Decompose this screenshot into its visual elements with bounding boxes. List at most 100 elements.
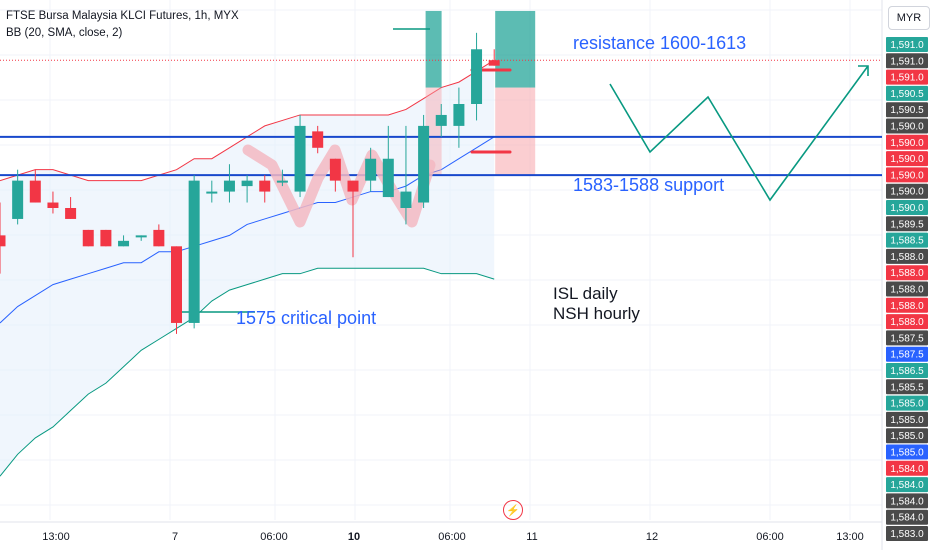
price-label: 1,590.5 (890, 89, 924, 100)
price-label: 1,590.0 (890, 122, 924, 133)
price-label-box (886, 151, 928, 167)
price-label: 1,590.0 (890, 203, 924, 214)
price-label: 1,588.5 (890, 236, 924, 247)
price-label-box (886, 281, 928, 297)
price-label: 1,585.5 (890, 382, 924, 393)
candle-body (259, 180, 271, 192)
candle-body (65, 208, 77, 219)
projection-arrowhead (858, 65, 869, 76)
price-label: 1,584.0 (890, 496, 924, 507)
candle-body (188, 180, 200, 323)
price-label-box (886, 363, 928, 378)
price-label: 1,590.0 (890, 138, 924, 149)
price-label: 1,591.0 (890, 73, 924, 84)
price-label: 1,590.0 (890, 187, 924, 198)
candle-body (435, 114, 447, 126)
long-position-stop (495, 87, 536, 176)
price-label-box (886, 526, 928, 541)
price-label: 1,585.0 (890, 448, 924, 459)
time-label: 10 (348, 531, 360, 543)
price-label-box (886, 216, 928, 232)
price-label-box (886, 134, 928, 150)
price-label-box (886, 183, 928, 199)
candle-body (153, 229, 165, 247)
price-label-box (886, 248, 928, 264)
price-label-box (886, 346, 928, 362)
price-label: 1,583.0 (890, 529, 924, 540)
candle-body (400, 191, 412, 208)
candle-body (29, 180, 41, 203)
price-label: 1,591.0 (890, 40, 924, 51)
candle-body (0, 235, 6, 247)
candle-body (206, 191, 218, 194)
price-label-box (886, 167, 928, 183)
price-label: 1,587.5 (890, 333, 924, 344)
price-label-box (886, 460, 928, 476)
indicator-legend[interactable]: BB (20, SMA, close, 2) (6, 27, 123, 39)
candle-body (312, 131, 324, 148)
candle-body (171, 246, 182, 323)
price-label-box (886, 69, 928, 85)
price-label: 1,588.0 (890, 317, 924, 328)
annotation-note-line1: ISL daily (553, 284, 618, 303)
candle-body (100, 229, 112, 247)
lightning-icon[interactable]: ⚡ (503, 500, 523, 520)
price-label-box (886, 411, 928, 427)
annotation-note-line2: NSH hourly (553, 304, 640, 323)
price-label: 1,585.0 (890, 415, 924, 426)
price-label-box (886, 444, 928, 460)
price-label-box (886, 477, 928, 493)
time-label: 7 (172, 531, 178, 543)
candle-body (488, 60, 500, 66)
candle-body (365, 158, 377, 181)
price-label-box (886, 330, 928, 346)
annotation-critical: 1575 critical point (236, 308, 377, 328)
candles (0, 32, 500, 334)
price-label-box (886, 37, 928, 52)
candle-body (135, 235, 147, 238)
long-position-profit-2 (425, 10, 442, 88)
time-label: 06:00 (438, 531, 466, 543)
candle-body (418, 125, 430, 203)
currency-button[interactable]: MYR (888, 6, 930, 30)
price-label-box (886, 395, 928, 411)
price-label: 1,586.5 (890, 366, 924, 377)
time-label: 06:00 (756, 531, 784, 543)
price-label-box (886, 379, 928, 395)
candle-body (329, 158, 341, 181)
price-label-box (886, 493, 928, 509)
candle-body (223, 180, 235, 192)
candle-body (82, 229, 94, 247)
price-label-box (886, 265, 928, 281)
time-label: 13:00 (836, 531, 864, 543)
price-label-box (886, 297, 928, 313)
price-label-box (886, 53, 928, 69)
candle-body (347, 180, 359, 192)
price-label-box (886, 232, 928, 248)
price-label: 1,588.0 (890, 252, 924, 263)
price-label: 1,585.0 (890, 399, 924, 410)
price-label: 1,584.0 (890, 513, 924, 524)
long-position-stop-2 (425, 87, 442, 176)
projection-path (609, 65, 869, 202)
candle-body (241, 180, 253, 187)
candle-body (47, 202, 59, 208)
time-label: 12 (646, 531, 658, 543)
price-label-box (886, 509, 928, 525)
chart-title: FTSE Bursa Malaysia KLCI Futures, 1h, MY… (6, 10, 239, 22)
price-label: 1,591.0 (890, 56, 924, 67)
price-label: 1,589.5 (890, 219, 924, 230)
time-axis[interactable]: 13:00 7 06:00 10 06:00 11 12 06:00 13:00 (42, 531, 864, 543)
price-label: 1,588.0 (890, 301, 924, 312)
time-label: 13:00 (42, 531, 70, 543)
candle-body (276, 180, 288, 183)
price-label: 1,587.5 (890, 350, 924, 361)
bollinger-lower (0, 267, 495, 477)
time-label: 11 (526, 531, 537, 543)
candle-body (382, 158, 394, 198)
price-label-box (886, 118, 928, 134)
price-label: 1,590.5 (890, 105, 924, 116)
candle-body (294, 125, 306, 192)
price-axis[interactable]: 1,591.0 1,591.0 1,591.0 1,590.5 1,590.5 1,590… (886, 37, 928, 541)
